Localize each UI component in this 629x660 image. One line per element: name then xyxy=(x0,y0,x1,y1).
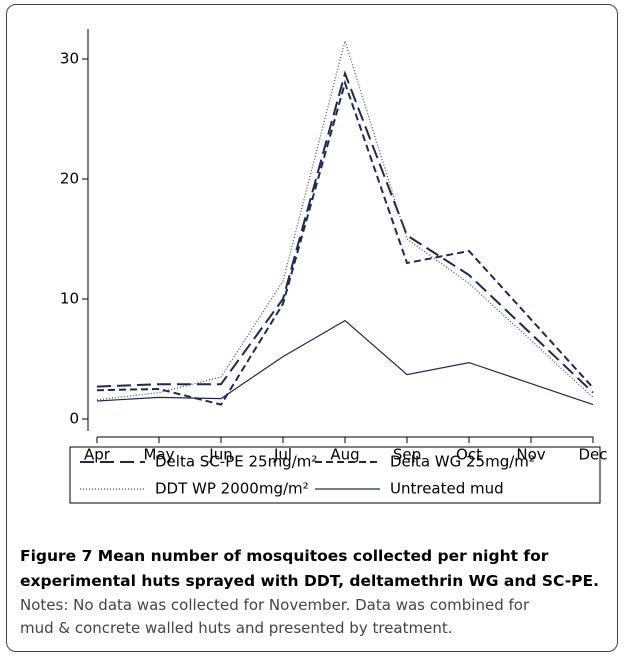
series-line xyxy=(96,79,594,406)
caption-title: Figure 7 Mean number of mosquitoes colle… xyxy=(20,547,549,565)
x-tick-label: Dec xyxy=(578,446,607,464)
legend-box xyxy=(69,446,601,504)
x-tick-label: May xyxy=(143,446,174,464)
chart: 0 10 20 30 Apr May Jun Jul Aug Sep Oct Nov Dec Delta … xyxy=(60,29,608,504)
figure-frame xyxy=(6,4,618,652)
caption: Figure 7 Mean number of mosquitoes colle… xyxy=(20,544,620,640)
x-tick-label: Jul xyxy=(273,446,292,464)
x-tick-label: Jun xyxy=(208,446,232,464)
series-line xyxy=(96,70,594,394)
x-tick-label: Nov xyxy=(516,446,545,464)
x-tick-label: Aug xyxy=(330,446,359,464)
legend-label: Untreated mud xyxy=(390,480,504,498)
x-tick-label: Apr xyxy=(84,446,111,464)
legend-label: Delta SC-PE 25mg/m² xyxy=(155,453,317,471)
y-tick-label: 10 xyxy=(60,290,79,308)
legend-label: Delta WG 25mg/m² xyxy=(390,453,535,471)
legend-label: DDT WP 2000mg/m² xyxy=(155,480,309,498)
y-tick-label: 30 xyxy=(60,50,79,68)
x-tick-label: Sep xyxy=(393,446,421,464)
caption-title: experimental huts sprayed with DDT, delt… xyxy=(20,572,600,590)
series-line xyxy=(96,319,594,406)
caption-notes: mud & concrete walled huts and presented… xyxy=(20,619,453,637)
y-tick-label: 20 xyxy=(60,170,79,188)
caption-notes: Notes: No data was collected for Novembe… xyxy=(20,596,530,614)
x-tick-label: Oct xyxy=(456,446,482,464)
series-line xyxy=(96,38,594,401)
y-tick-label: 0 xyxy=(69,410,79,428)
